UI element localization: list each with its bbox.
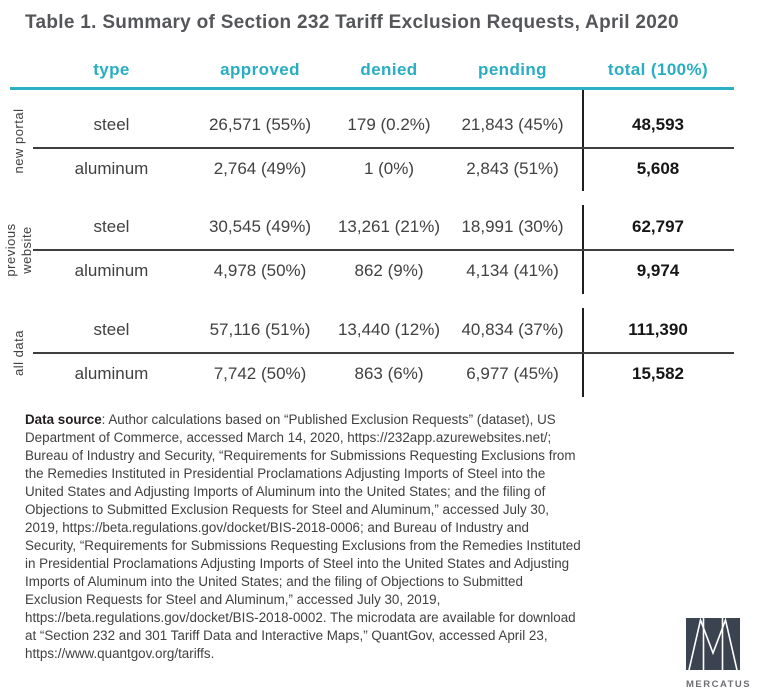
column-header-approved: approved [220,59,300,79]
table-header-row: type approved denied pending total (100%… [0,58,768,82]
summary-table: type approved denied pending total (100%… [0,58,768,398]
cell-total: 9,974 [636,261,680,281]
group-label-new-portal: new portal [10,108,26,174]
cell-type: steel [93,115,130,135]
cell-pending: 40,834 (37%) [461,320,564,340]
cell-denied: 863 (6%) [354,364,424,384]
column-header-type: type [93,59,130,79]
cell-total: 15,582 [632,364,684,384]
cell-type: steel [93,320,130,340]
cell-type: steel [93,217,130,237]
mercatus-wordmark: MERCATUS [686,679,752,690]
cell-approved: 2,764 (49%) [213,159,307,179]
cell-total: 62,797 [632,217,684,237]
row-divider [33,249,734,252]
cell-approved: 4,978 (50%) [213,261,307,281]
cell-denied: 179 (0.2%) [347,115,431,135]
row-divider [33,147,734,150]
data-source-text: : Author calculations based on “Publishe… [25,412,581,662]
cell-denied: 13,440 (12%) [337,320,441,340]
group-label-previous-website: previous website [2,223,34,277]
cell-total: 48,593 [632,115,684,135]
total-column-separator [582,90,584,192]
table-row-all-data-aluminum: aluminum 7,742 (50%) 863 (6%) 6,977 (45%… [0,352,768,396]
cell-denied: 13,261 (21%) [337,217,441,237]
column-header-denied: denied [360,59,418,79]
table-row-new-portal-aluminum: aluminum 2,764 (49%) 1 (0%) 2,843 (51%) … [0,147,768,191]
data-source-note: Data source: Author calculations based o… [25,411,582,663]
row-group-previous-website: previous website steel 30,545 (49%) 13,2… [0,205,768,295]
cell-approved: 57,116 (51%) [209,320,311,340]
column-header-pending: pending [478,59,547,79]
cell-pending: 21,843 (45%) [461,115,564,135]
cell-approved: 30,545 (49%) [208,217,312,237]
cell-pending: 6,977 (45%) [466,364,559,384]
table-row-new-portal-steel: steel 26,571 (55%) 179 (0.2%) 21,843 (45… [0,103,768,147]
cell-pending: 4,134 (41%) [466,261,559,281]
cell-denied: 1 (0%) [363,159,415,179]
cell-approved: 7,742 (50%) [213,364,307,384]
cell-total: 5,608 [636,159,680,179]
row-group-all-data: all data steel 57,116 (51%) 13,440 (12%)… [0,308,768,398]
page-title: Table 1. Summary of Section 232 Tariff E… [25,12,679,33]
cell-type: aluminum [74,364,149,384]
cell-pending: 18,991 (30%) [461,217,564,237]
cell-approved: 26,571 (55%) [208,115,312,135]
mercatus-logo-icon [686,617,740,674]
header-rule [10,86,734,91]
table-row-all-data-steel: steel 57,116 (51%) 13,440 (12%) 40,834 (… [0,308,768,352]
mercatus-logo: MERCATUS [686,617,752,690]
cell-type: aluminum [74,261,149,281]
cell-total: 111,390 [628,320,688,340]
table-row-previous-website-aluminum: aluminum 4,978 (50%) 862 (9%) 4,134 (41%… [0,249,768,293]
cell-denied: 862 (9%) [354,261,424,281]
cell-type: aluminum [74,159,149,179]
group-label-all-data: all data [10,329,26,376]
row-group-new-portal: new portal steel 26,571 (55%) 179 (0.2%)… [0,90,768,192]
table-row-previous-website-steel: steel 30,545 (49%) 13,261 (21%) 18,991 (… [0,205,768,249]
column-header-total: total (100%) [607,59,709,79]
data-source-label: Data source [25,412,102,428]
cell-pending: 2,843 (51%) [466,159,559,179]
row-divider [33,352,734,355]
